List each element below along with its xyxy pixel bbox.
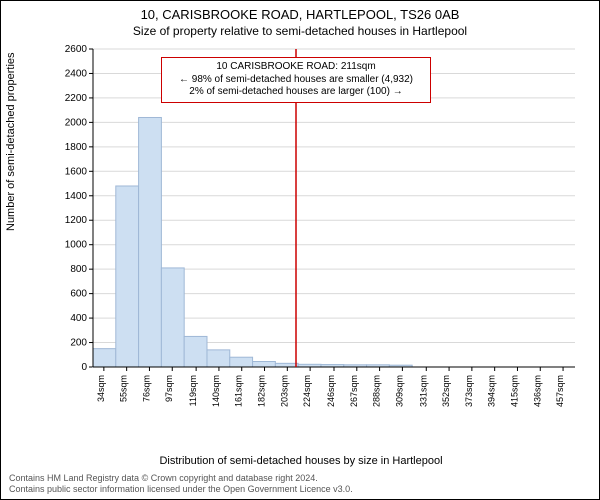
y-tick-label: 1200 <box>65 215 88 226</box>
y-tick-label: 1000 <box>65 240 88 251</box>
chart-title-address: 10, CARISBROOKE ROAD, HARTLEPOOL, TS26 0… <box>1 1 599 22</box>
histogram-bar <box>161 268 184 367</box>
x-tick-label: 394sqm <box>487 375 497 407</box>
y-tick-label: 800 <box>70 264 87 275</box>
y-tick-label: 2200 <box>65 93 88 104</box>
x-tick-label: 140sqm <box>211 375 221 407</box>
annotation-box: 10 CARISBROOKE ROAD: 211sqm ← 98% of sem… <box>161 57 431 103</box>
footer-line1: Contains HM Land Registry data © Crown c… <box>9 473 353 484</box>
x-tick-label: 288sqm <box>372 375 382 407</box>
x-tick-label: 224sqm <box>302 375 312 407</box>
chart-title-subtitle: Size of property relative to semi-detach… <box>1 22 599 38</box>
annotation-line3: 2% of semi-detached houses are larger (1… <box>168 86 424 99</box>
x-tick-label: 161sqm <box>234 375 244 407</box>
y-tick-label: 2000 <box>65 117 88 128</box>
y-tick-label: 2400 <box>65 68 88 79</box>
histogram-bar <box>184 336 207 367</box>
x-tick-label: 246sqm <box>326 375 336 407</box>
y-tick-label: 2600 <box>65 45 88 55</box>
histogram-bar <box>253 361 276 367</box>
x-tick-label: 331sqm <box>418 375 428 407</box>
x-tick-label: 309sqm <box>394 375 404 407</box>
x-tick-label: 415sqm <box>509 375 519 407</box>
footer: Contains HM Land Registry data © Crown c… <box>9 473 353 495</box>
x-tick-label: 352sqm <box>441 375 451 407</box>
y-tick-label: 600 <box>70 289 87 300</box>
footer-line2: Contains public sector information licen… <box>9 484 353 495</box>
y-tick-label: 1800 <box>65 142 88 153</box>
y-tick-label: 1600 <box>65 166 88 177</box>
y-axis-label: Number of semi-detached properties <box>5 52 17 231</box>
histogram-bar <box>116 186 139 367</box>
chart-container: 10, CARISBROOKE ROAD, HARTLEPOOL, TS26 0… <box>0 0 600 500</box>
x-tick-label: 373sqm <box>464 375 474 407</box>
x-tick-label: 182sqm <box>257 375 267 407</box>
histogram-bar <box>139 117 162 367</box>
x-tick-label: 457sqm <box>555 375 565 407</box>
annotation-line1: 10 CARISBROOKE ROAD: 211sqm <box>168 61 424 74</box>
histogram-bar <box>93 349 116 367</box>
x-tick-label: 436sqm <box>532 375 542 407</box>
x-tick-label: 267sqm <box>349 375 359 407</box>
x-tick-label: 76sqm <box>141 375 151 402</box>
x-tick-label: 119sqm <box>188 375 198 406</box>
y-tick-label: 1400 <box>65 191 88 202</box>
x-tick-label: 203sqm <box>279 375 289 407</box>
histogram-bar <box>275 363 298 367</box>
x-tick-label: 34sqm <box>96 375 106 402</box>
x-tick-label: 97sqm <box>164 375 174 402</box>
x-tick-label: 55sqm <box>119 375 129 402</box>
y-tick-label: 200 <box>70 338 87 349</box>
y-tick-label: 400 <box>70 313 87 324</box>
x-axis-label: Distribution of semi-detached houses by … <box>1 455 600 467</box>
histogram-bar <box>230 357 253 367</box>
annotation-line2: ← 98% of semi-detached houses are smalle… <box>168 74 424 87</box>
plot-area: 0 200 400 600 800 1000 1200 1400 1600 1800 2000 220… <box>59 45 579 417</box>
y-tick-label: 0 <box>81 362 87 373</box>
histogram-bar <box>207 350 230 367</box>
